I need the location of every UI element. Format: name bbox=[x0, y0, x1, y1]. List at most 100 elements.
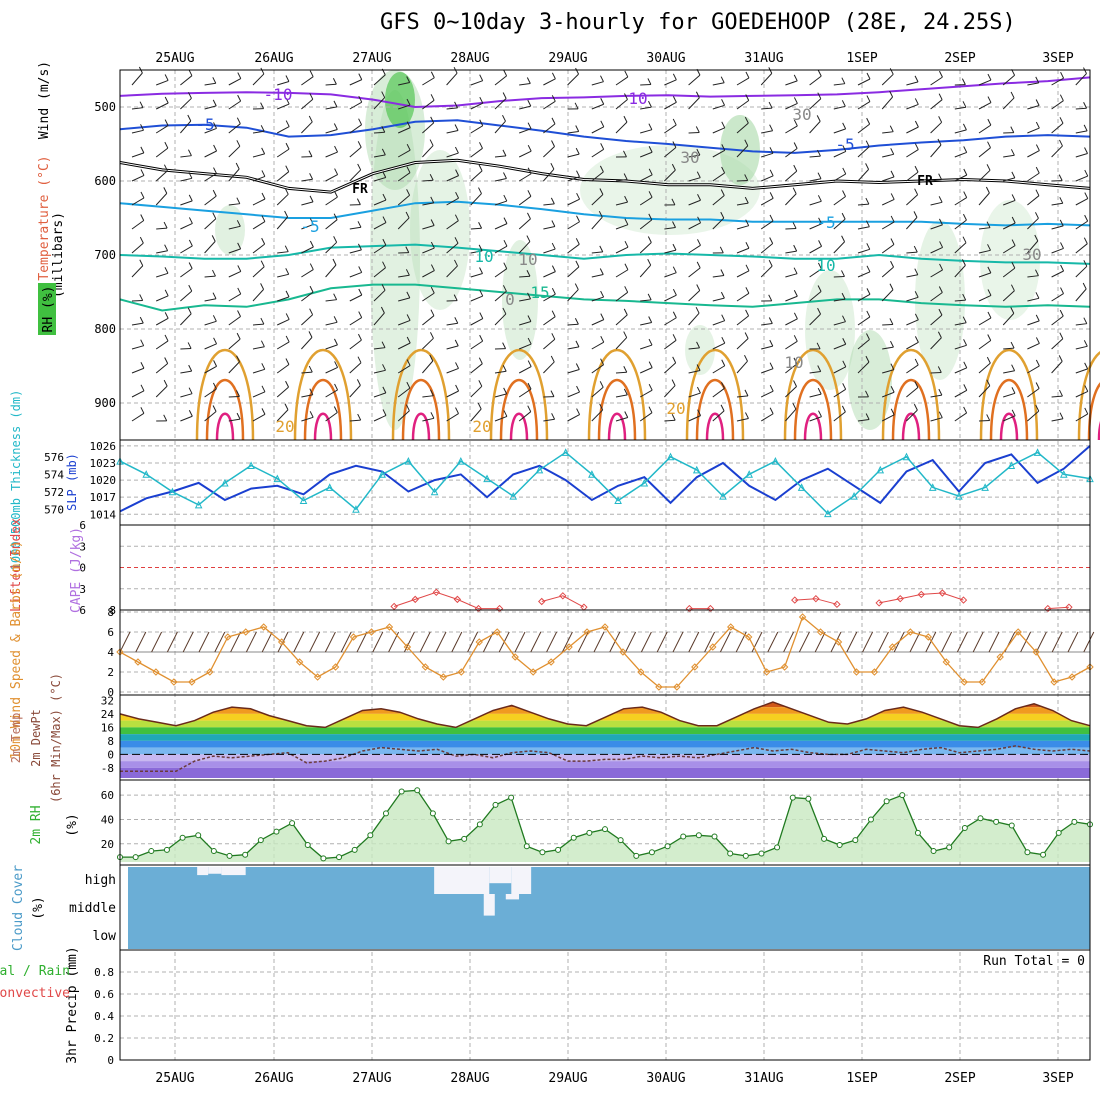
wind-barb bbox=[470, 147, 483, 158]
wind-barb bbox=[543, 338, 556, 350]
wind-barb bbox=[397, 342, 411, 350]
wind-barb bbox=[494, 98, 507, 110]
wind-barb bbox=[277, 273, 289, 278]
wind-barb bbox=[591, 81, 604, 86]
wind-barb bbox=[695, 126, 700, 133]
contour-label: 15 bbox=[530, 283, 549, 302]
wind-barb bbox=[720, 291, 725, 299]
wind-barb bbox=[478, 357, 483, 364]
wind-barb bbox=[422, 337, 434, 350]
wind-barb bbox=[180, 245, 193, 254]
wind-barb bbox=[1058, 174, 1063, 181]
wind-barb bbox=[978, 340, 992, 350]
wind-barb bbox=[809, 155, 821, 158]
wind-barb bbox=[470, 295, 483, 302]
wind-barb bbox=[211, 235, 216, 242]
wind-barb bbox=[285, 165, 290, 172]
wind-barb bbox=[962, 213, 967, 221]
wind-barb bbox=[688, 74, 701, 86]
wind-barb bbox=[688, 347, 700, 350]
wind-barb bbox=[333, 100, 338, 108]
temp-band bbox=[120, 720, 1090, 728]
series-marker bbox=[924, 633, 933, 641]
wind-barb bbox=[624, 93, 628, 100]
wind-barb bbox=[551, 140, 555, 147]
wind-barb bbox=[214, 631, 226, 653]
wind-barb bbox=[1075, 153, 1088, 158]
wind-barb bbox=[809, 223, 822, 230]
x-tick-label-top: 30AUG bbox=[646, 51, 685, 66]
wind-barb bbox=[164, 74, 169, 81]
wind-barb bbox=[769, 214, 774, 222]
wind-barb bbox=[882, 153, 894, 158]
series-marker bbox=[259, 623, 268, 631]
y-tick-label: 3 bbox=[79, 583, 86, 596]
series-marker bbox=[398, 788, 405, 795]
wind-barb bbox=[1059, 412, 1064, 419]
series-marker bbox=[812, 594, 820, 603]
wind-barb bbox=[163, 414, 168, 422]
wind-barb bbox=[672, 266, 677, 273]
wind-barb bbox=[180, 97, 192, 110]
wind-barb bbox=[325, 196, 338, 206]
wind-barb bbox=[551, 220, 556, 227]
series-marker bbox=[134, 658, 142, 666]
wind-barb bbox=[180, 155, 192, 158]
wind-barb bbox=[245, 631, 257, 653]
wind-barb bbox=[1051, 395, 1063, 398]
wind-barb bbox=[792, 187, 797, 194]
wind-barb bbox=[422, 77, 435, 86]
series-marker bbox=[378, 470, 386, 478]
wind-barb bbox=[357, 243, 362, 251]
wind-barb bbox=[696, 148, 701, 156]
wind-barb bbox=[503, 262, 508, 269]
wind-barb bbox=[567, 266, 580, 278]
series-marker bbox=[896, 594, 904, 603]
wind-barb bbox=[736, 418, 749, 422]
wind-barb bbox=[397, 410, 410, 422]
wind-barb bbox=[591, 364, 604, 374]
series-marker bbox=[495, 604, 504, 613]
isotherm-line bbox=[1077, 351, 1100, 441]
wind-barb bbox=[551, 265, 556, 272]
x-tick-label-top: 26AUG bbox=[254, 51, 293, 66]
wind-barb bbox=[817, 172, 822, 179]
series-marker bbox=[1071, 818, 1078, 825]
isotherm-line bbox=[205, 378, 245, 441]
wind-barb bbox=[914, 165, 919, 173]
wind-barb bbox=[429, 354, 434, 362]
wind-barb bbox=[357, 356, 362, 363]
wind-barb bbox=[865, 355, 870, 363]
wind-barb bbox=[623, 308, 628, 316]
wind-barb bbox=[519, 105, 531, 110]
wind-barb bbox=[906, 251, 918, 254]
wind-barb bbox=[639, 242, 652, 254]
isotherm-line bbox=[783, 348, 843, 441]
y-tick-label: low bbox=[93, 929, 117, 944]
wind-barb bbox=[325, 412, 338, 422]
wind-barb bbox=[308, 115, 313, 123]
wind-barb bbox=[930, 76, 943, 86]
series-marker bbox=[727, 850, 734, 857]
wind-barb bbox=[373, 414, 387, 422]
isotherm-line bbox=[195, 348, 255, 441]
wind-barb bbox=[446, 107, 458, 110]
wind-barb bbox=[793, 74, 798, 82]
wind-barb bbox=[793, 290, 798, 297]
wind-barb bbox=[252, 346, 265, 350]
wind-barb bbox=[697, 409, 702, 416]
wind-barb bbox=[890, 260, 894, 268]
wind-barb bbox=[334, 383, 339, 391]
wind-barb bbox=[518, 150, 532, 158]
wind-barb bbox=[599, 381, 604, 388]
series-marker bbox=[547, 658, 555, 666]
wind-barb bbox=[301, 246, 314, 254]
wind-barb bbox=[284, 245, 289, 252]
wind-barb bbox=[164, 334, 169, 342]
contour-label: 10 bbox=[474, 247, 493, 266]
wind-barb bbox=[720, 269, 725, 276]
wind-barb bbox=[1051, 418, 1064, 422]
wind-barb bbox=[930, 224, 943, 230]
y-tick-label: 600 bbox=[94, 174, 116, 188]
wind-barb bbox=[543, 418, 555, 422]
